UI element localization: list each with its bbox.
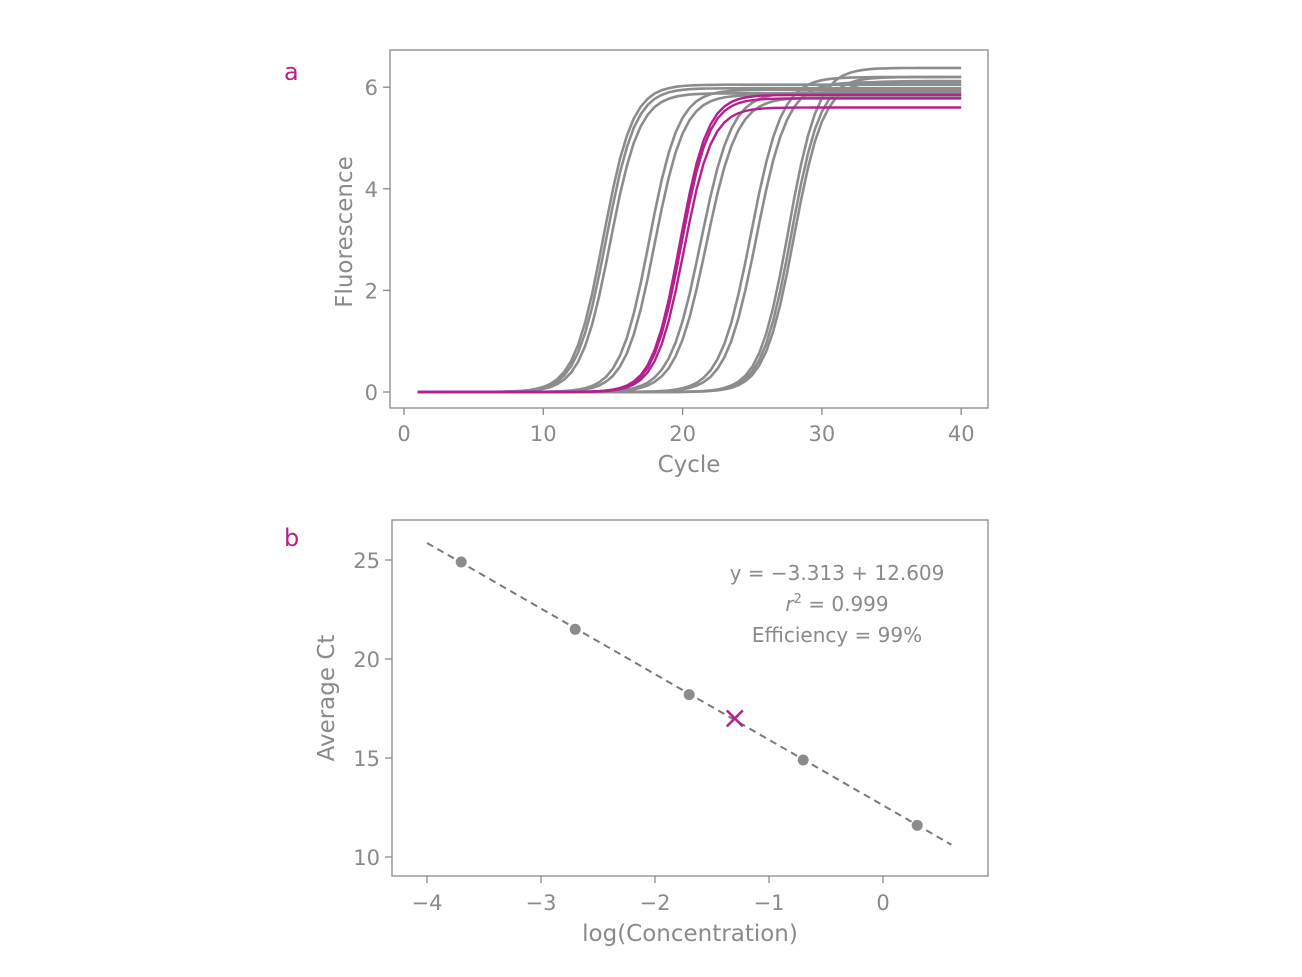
y-tick-label: 15 — [353, 747, 380, 771]
y-tick-label: 6 — [365, 76, 378, 100]
y-tick-label: 10 — [353, 846, 380, 870]
data-point — [683, 689, 695, 701]
r2-value: = 0.999 — [802, 592, 889, 616]
amplification-curve — [417, 88, 962, 394]
data-point — [911, 819, 923, 831]
x-tick-label: 20 — [669, 422, 696, 446]
amplification-curve — [417, 75, 962, 394]
r-symbol: r — [785, 592, 795, 616]
plot-b-ylabel: Average Ct — [314, 635, 340, 762]
plot-b-xlabel: log(Concentration) — [582, 921, 798, 947]
y-tick-label: 0 — [365, 381, 378, 405]
plot-a-frame — [389, 49, 989, 409]
unknown-sample-marker — [725, 709, 744, 728]
y-tick-label: 2 — [365, 279, 378, 303]
data-point — [455, 556, 467, 568]
plot-b-frame — [391, 519, 989, 877]
amplification-curve — [417, 93, 962, 394]
x-tick-label: 0 — [397, 422, 410, 446]
x-tick-label: 30 — [809, 422, 836, 446]
x-tick-label: −3 — [526, 891, 557, 915]
x-tick-label: 40 — [948, 422, 975, 446]
plot-a-ylabel: Fluorescence — [332, 156, 358, 308]
x-tick-label: −2 — [640, 891, 671, 915]
amplification-curve — [417, 86, 962, 394]
x-tick-label: −4 — [412, 891, 443, 915]
x-tick-label: −1 — [754, 891, 785, 915]
x-tick-label: 10 — [530, 422, 557, 446]
amplification-curve — [417, 66, 962, 394]
unknown-marker-stroke — [725, 709, 744, 728]
fit-equation: y = −3.313 + 12.609 — [730, 561, 945, 585]
y-tick-label: 25 — [353, 549, 380, 573]
r-superscript: 2 — [794, 592, 802, 607]
panel-a-label: a — [284, 58, 299, 86]
x-tick-label: 0 — [876, 891, 889, 915]
amplification-curve — [417, 96, 962, 394]
amplification-curve — [417, 92, 962, 394]
amplification-curve — [417, 106, 962, 394]
data-point — [797, 754, 809, 766]
y-tick-label: 20 — [353, 648, 380, 672]
amplification-curve — [417, 75, 962, 394]
fit-r2: r2 = 0.999 — [785, 592, 888, 616]
amplification-curve — [417, 79, 962, 394]
y-tick-label: 4 — [365, 178, 378, 202]
data-point — [569, 623, 581, 635]
amplification-curve — [417, 97, 962, 394]
amplification-curve — [417, 93, 962, 394]
fit-efficiency: Efficiency = 99% — [752, 623, 922, 647]
panel-b-label: b — [284, 524, 299, 552]
amplification-curve — [417, 91, 962, 394]
plot-a-xlabel: Cycle — [658, 452, 721, 478]
amplification-curve — [417, 80, 962, 394]
amplification-curve — [417, 83, 962, 394]
